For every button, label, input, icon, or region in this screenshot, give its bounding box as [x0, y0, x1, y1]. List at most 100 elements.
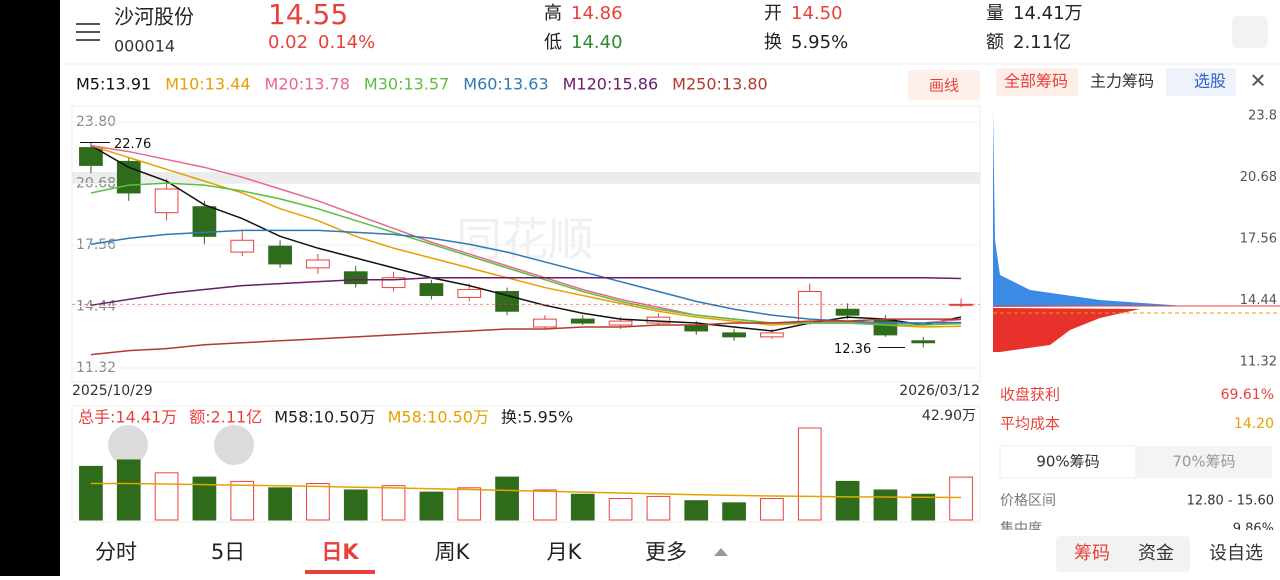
stat-value: 14.50 [791, 3, 843, 24]
candle-body [570, 318, 595, 324]
bottom-tab[interactable]: 更多 [645, 540, 687, 564]
candle-body [306, 259, 330, 269]
chip-tab[interactable]: 主力筹码 [1090, 72, 1154, 91]
volume-bar [154, 472, 179, 521]
menu-icon[interactable] [76, 23, 100, 41]
volume-bar [608, 498, 633, 521]
stat-value: 2.11亿 [1013, 32, 1071, 53]
chip-row-value: 14.20 [1234, 416, 1274, 432]
bottom-tab[interactable]: 日K [321, 540, 359, 564]
change-pct: 0.14% [318, 32, 375, 53]
candle-body [154, 188, 179, 214]
candle-body [343, 271, 368, 285]
next-button[interactable] [214, 425, 254, 465]
ma-line [90, 276, 962, 307]
volume-bar [230, 480, 255, 521]
chip-row-label: 价格区间 [1000, 493, 1056, 509]
band [72, 172, 980, 184]
bottom-tab[interactable]: 月K [547, 540, 583, 564]
stat-label: 低 [544, 32, 562, 53]
volume-bar [873, 489, 898, 521]
bottom-right-tab[interactable]: 资金 [1138, 543, 1174, 564]
candle-body [911, 340, 936, 344]
volume-bar [684, 500, 709, 521]
toggle-active[interactable] [999, 445, 1137, 479]
volume-label: 总手:14.41万 [78, 408, 177, 427]
tab-bg [1166, 68, 1236, 96]
toggle-label[interactable]: 90%筹码 [1036, 453, 1099, 471]
volume-bar [646, 495, 671, 521]
bottom-right-tab[interactable]: 筹码 [1074, 543, 1110, 564]
candle-body [381, 277, 406, 289]
chip-tick-label: 14.44 [1240, 293, 1277, 308]
volume-bar [835, 480, 860, 521]
chip-row-value: 69.61% [1221, 387, 1274, 403]
bottom-tab[interactable]: 周K [435, 540, 471, 564]
volume-bar [495, 476, 519, 521]
chip-row-label: 收盘获利 [1000, 386, 1060, 404]
volume-bar [79, 465, 103, 521]
volume-bar [306, 483, 330, 521]
tab-bg [996, 68, 1078, 96]
bottom-tab[interactable]: 分时 [95, 540, 137, 564]
candle-body [116, 160, 141, 194]
volume-bar [457, 487, 482, 521]
ma-legend: M30:13.57 [364, 75, 449, 94]
tab-bar [60, 530, 990, 576]
price-frame [71, 105, 981, 383]
chip-tick-label: 11.32 [1240, 355, 1277, 370]
stat-value: 14.86 [571, 3, 623, 24]
right-btn-bg [1056, 536, 1190, 572]
ma-line [90, 182, 962, 326]
candle-body [533, 318, 557, 328]
stat-label: 开 [764, 3, 782, 24]
draw-button[interactable] [908, 70, 980, 100]
ma-legend: M60:13.63 [463, 75, 548, 94]
ma-legend: M120:15.86 [563, 75, 659, 94]
change: 0.02 [268, 32, 308, 53]
ma-legend: M10:13.44 [165, 75, 250, 94]
price: 14.55 [268, 0, 348, 31]
volume-bar [760, 498, 784, 521]
stat-label: 额 [986, 32, 1004, 53]
stat-value: 14.40 [571, 32, 623, 53]
candle-body [495, 291, 519, 312]
toggle-label[interactable]: 70%筹码 [1172, 453, 1235, 471]
side-bar [0, 0, 60, 576]
close-icon[interactable]: ✕ [1250, 69, 1267, 93]
ma-legend: M20:13.78 [265, 75, 350, 94]
candle-body [457, 289, 482, 298]
volume-frame [71, 405, 981, 523]
chip-tab[interactable]: 选股 [1194, 72, 1226, 91]
volume-label: 换:5.95% [501, 408, 573, 427]
ma-legend: M250:13.80 [672, 75, 768, 94]
more-arrow[interactable] [714, 548, 728, 556]
layout-button[interactable] [1232, 16, 1268, 48]
bottom-right-tab[interactable]: 设自选 [1209, 543, 1263, 564]
chip-row-value: 12.80 - 15.60 [1187, 494, 1274, 509]
chip-row-label: 平均成本 [1000, 415, 1060, 433]
volume-bar [797, 427, 822, 521]
candle-body [608, 320, 633, 326]
bottom-tab[interactable]: 5日 [211, 540, 245, 564]
chip-tick-label: 23.8 [1248, 109, 1277, 124]
volume-bar [381, 485, 406, 521]
volume-bar [911, 493, 936, 521]
stock-name: 沙河股份 [114, 5, 194, 29]
ma-line [90, 318, 962, 356]
annotation: 22.76 [114, 137, 151, 152]
volume-label: 额:2.11亿 [189, 408, 262, 427]
draw-label: 画线 [929, 77, 959, 95]
volume-bar [192, 476, 217, 521]
candle-body [419, 283, 444, 296]
chip-tab[interactable]: 全部筹码 [1004, 72, 1068, 91]
candle-body [684, 324, 709, 332]
volume-label: M58:10.50万 [388, 408, 489, 427]
x-tick-label: 2025/10/29 [72, 383, 153, 399]
ma-line [90, 229, 962, 324]
candle-body [268, 245, 292, 265]
stat-label: 量 [986, 3, 1004, 24]
volume-label: M58:10.50万 [274, 408, 375, 427]
prev-button[interactable] [108, 425, 148, 465]
volume-bar [533, 489, 557, 521]
